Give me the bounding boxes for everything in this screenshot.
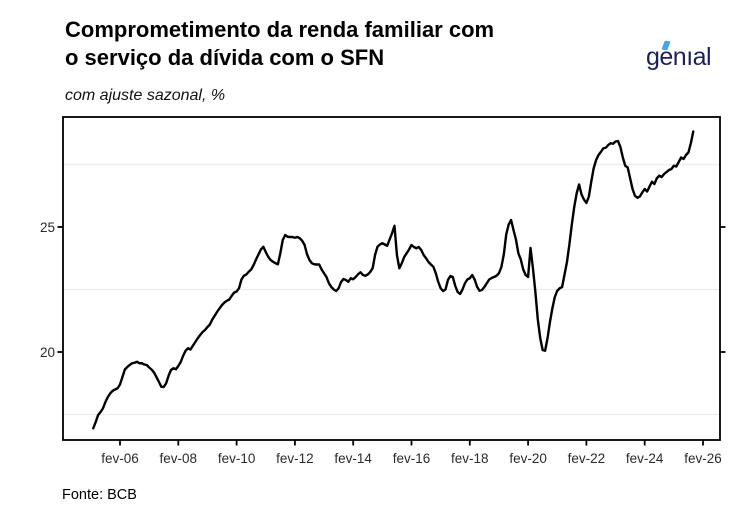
- x-axis-tick-label: fev-18: [451, 451, 489, 466]
- x-axis-tick-label: fev-14: [334, 451, 372, 466]
- x-axis-tick-label: fev-20: [509, 451, 547, 466]
- chart-title-line2: o serviço da dívida com o SFN: [65, 45, 385, 70]
- y-axis-tick-label: 20: [40, 345, 55, 360]
- genial-logo: genıal: [646, 40, 736, 76]
- series-line: [92, 130, 695, 430]
- x-axis-tick-label: fev-24: [626, 451, 664, 466]
- source-note: Fonte: BCB: [62, 487, 137, 503]
- x-axis-tick-label: fev-26: [684, 451, 722, 466]
- x-axis-tick-label: fev-22: [568, 451, 606, 466]
- chart-subtitle: com ajuste sazonal, %: [65, 87, 226, 104]
- x-axis-tick-label: fev-12: [276, 451, 314, 466]
- x-axis-tick-label: fev-06: [101, 451, 139, 466]
- y-axis-tick-label: 25: [40, 220, 55, 235]
- x-axis-tick-label: fev-10: [218, 451, 256, 466]
- x-axis-tick-label: fev-16: [393, 451, 431, 466]
- gridline-layer: [63, 163, 720, 416]
- genial-logo-text: genıal: [646, 43, 712, 71]
- chart-title: Comprometimento da renda familiar com o …: [65, 16, 494, 72]
- panel-border: [62, 116, 721, 441]
- chart-title-line1: Comprometimento da renda familiar com: [65, 17, 495, 42]
- axis-layer: fev-06 fev-08 fev-10 fev-12 fev-14 fev-16 fev-…: [40, 220, 726, 466]
- x-axis-tick-label: fev-08: [160, 451, 198, 466]
